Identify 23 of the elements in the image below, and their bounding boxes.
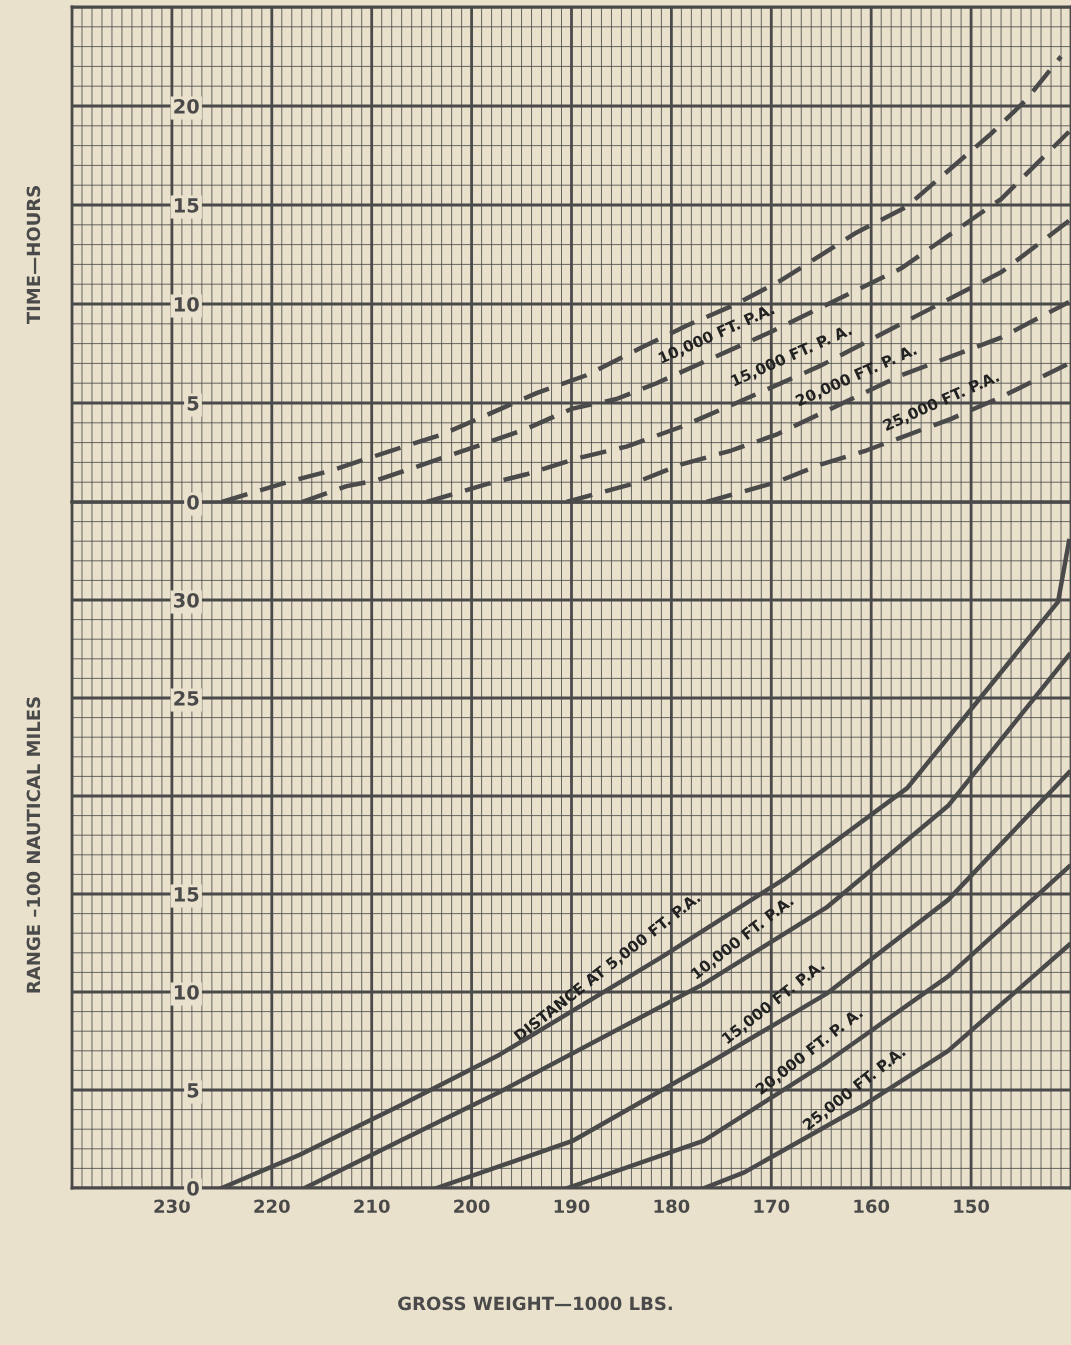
x-tick-label: 170 bbox=[754, 1199, 790, 1214]
y-tick-label: 30 bbox=[174, 592, 199, 608]
y-axis-title: TIME—HOURS bbox=[26, 186, 41, 325]
y-tick-label: 10 bbox=[174, 984, 199, 1000]
y-axis-title: RANGE –100 NAUTICAL MILES bbox=[26, 697, 41, 993]
x-tick-label: 160 bbox=[854, 1199, 890, 1214]
y-tick-label: 5 bbox=[187, 1083, 199, 1098]
x-axis-title: GROSS WEIGHT—1000 LBS. bbox=[398, 1296, 672, 1311]
y-tick-label: 0 bbox=[187, 494, 199, 510]
x-tick-label: 230 bbox=[154, 1199, 190, 1214]
x-tick-label: 220 bbox=[254, 1199, 290, 1214]
y-tick-label: 15 bbox=[174, 198, 199, 213]
y-tick-label: 20 bbox=[174, 98, 199, 114]
y-tick-label: 10 bbox=[174, 296, 199, 312]
x-tick-label: 150 bbox=[954, 1199, 990, 1214]
x-tick-label: 200 bbox=[454, 1199, 490, 1214]
y-tick-label: 0 bbox=[187, 1180, 199, 1196]
y-tick-label: 5 bbox=[187, 396, 199, 411]
x-tick-label: 190 bbox=[554, 1199, 590, 1214]
x-tick-label: 180 bbox=[654, 1199, 690, 1214]
y-tick-label: 25 bbox=[174, 690, 199, 706]
y-tick-label: 15 bbox=[174, 887, 199, 902]
x-tick-label: 210 bbox=[354, 1199, 390, 1214]
